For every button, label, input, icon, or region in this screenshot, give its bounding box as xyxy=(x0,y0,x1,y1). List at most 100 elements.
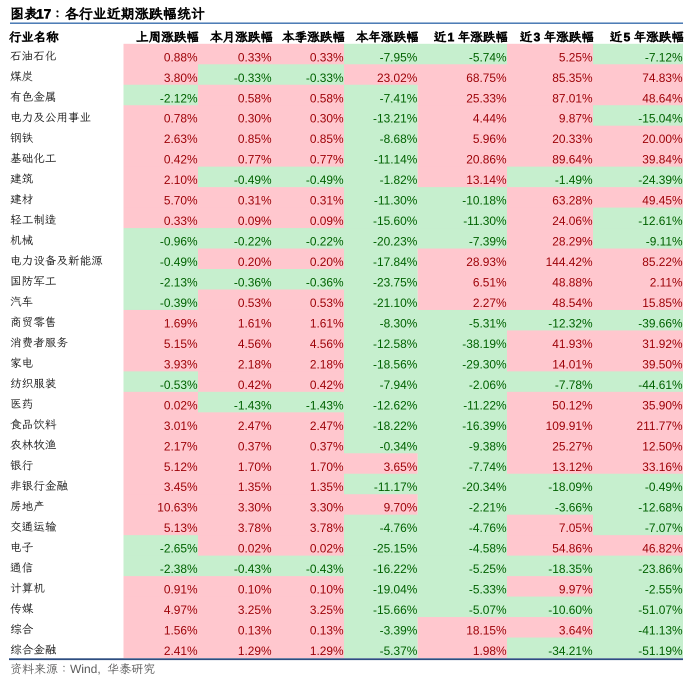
svg-text:-0.33%: -0.33% xyxy=(234,71,272,85)
svg-text:-20.23%: -20.23% xyxy=(373,235,418,249)
svg-text:-15.66%: -15.66% xyxy=(373,603,418,617)
svg-text:5.12%: 5.12% xyxy=(164,460,198,474)
svg-text:0.85%: 0.85% xyxy=(238,132,272,146)
svg-text:-2.65%: -2.65% xyxy=(160,542,198,556)
svg-text:109.91%: 109.91% xyxy=(546,419,593,433)
svg-text:1.69%: 1.69% xyxy=(164,316,198,330)
svg-text:0.37%: 0.37% xyxy=(238,439,272,453)
svg-text:3.78%: 3.78% xyxy=(238,521,272,535)
svg-text:4.44%: 4.44% xyxy=(473,112,507,126)
svg-text:14.01%: 14.01% xyxy=(552,357,593,371)
svg-text:74.83%: 74.83% xyxy=(642,71,683,85)
svg-text:1.98%: 1.98% xyxy=(473,644,507,658)
svg-text:3.65%: 3.65% xyxy=(384,460,418,474)
svg-text:-9.38%: -9.38% xyxy=(469,439,507,453)
svg-text:1.61%: 1.61% xyxy=(238,316,272,330)
svg-text:-15.60%: -15.60% xyxy=(373,214,418,228)
svg-text:1.35%: 1.35% xyxy=(238,480,272,494)
svg-text:39.50%: 39.50% xyxy=(642,357,683,371)
svg-text:0.09%: 0.09% xyxy=(238,214,272,228)
svg-text:3.30%: 3.30% xyxy=(238,501,272,515)
svg-text:48.88%: 48.88% xyxy=(552,276,593,290)
svg-text:-12.61%: -12.61% xyxy=(638,214,683,228)
svg-text:0.77%: 0.77% xyxy=(238,153,272,167)
svg-text:144.42%: 144.42% xyxy=(546,255,593,269)
svg-text:4.56%: 4.56% xyxy=(238,337,272,351)
svg-text:-18.35%: -18.35% xyxy=(548,562,593,576)
svg-text:48.54%: 48.54% xyxy=(552,296,593,310)
svg-text:9.87%: 9.87% xyxy=(559,112,593,126)
svg-text:5.96%: 5.96% xyxy=(473,132,507,146)
svg-text:33.16%: 33.16% xyxy=(642,460,683,474)
svg-text:20.00%: 20.00% xyxy=(642,132,683,146)
svg-text:-5.25%: -5.25% xyxy=(469,562,507,576)
svg-text:-11.30%: -11.30% xyxy=(463,214,507,228)
svg-text:-5.37%: -5.37% xyxy=(380,644,418,658)
svg-text:0.58%: 0.58% xyxy=(310,91,344,105)
svg-text:-5.33%: -5.33% xyxy=(469,583,507,597)
svg-text:41.93%: 41.93% xyxy=(552,337,593,351)
svg-text:2.18%: 2.18% xyxy=(310,357,344,371)
svg-text:24.06%: 24.06% xyxy=(552,214,593,228)
svg-text:4.97%: 4.97% xyxy=(164,603,198,617)
svg-text:-11.14%: -11.14% xyxy=(374,153,418,167)
svg-text:-24.39%: -24.39% xyxy=(638,173,683,187)
svg-text:9.70%: 9.70% xyxy=(384,501,418,515)
svg-text:13.14%: 13.14% xyxy=(466,173,507,187)
svg-text:-29.30%: -29.30% xyxy=(462,357,507,371)
svg-text:-0.49%: -0.49% xyxy=(306,173,344,187)
svg-text:-1.43%: -1.43% xyxy=(306,398,344,412)
svg-text:-7.39%: -7.39% xyxy=(469,235,507,249)
svg-text:-4.76%: -4.76% xyxy=(380,521,418,535)
svg-text:0.88%: 0.88% xyxy=(164,50,198,64)
svg-text:0.37%: 0.37% xyxy=(310,439,344,453)
svg-text:20.86%: 20.86% xyxy=(466,153,507,167)
svg-text:3.93%: 3.93% xyxy=(164,357,198,371)
svg-text:0.91%: 0.91% xyxy=(164,583,198,597)
svg-text:-16.39%: -16.39% xyxy=(462,419,507,433)
svg-text:68.75%: 68.75% xyxy=(466,71,507,85)
svg-text:1.29%: 1.29% xyxy=(238,644,272,658)
svg-text:-23.75%: -23.75% xyxy=(373,276,418,290)
svg-text:-4.58%: -4.58% xyxy=(469,542,507,556)
svg-text:-2.13%: -2.13% xyxy=(160,276,198,290)
svg-text:-41.13%: -41.13% xyxy=(638,624,683,638)
svg-text:-11.17%: -11.17% xyxy=(374,480,418,494)
svg-text:5.25%: 5.25% xyxy=(559,50,593,64)
svg-text:-0.49%: -0.49% xyxy=(645,480,683,494)
svg-text:0.31%: 0.31% xyxy=(310,194,344,208)
svg-text:25.27%: 25.27% xyxy=(552,439,593,453)
svg-text:2.18%: 2.18% xyxy=(238,357,272,371)
svg-text:0.33%: 0.33% xyxy=(164,214,198,228)
svg-text:-25.15%: -25.15% xyxy=(373,542,418,556)
svg-text:-13.21%: -13.21% xyxy=(373,112,418,126)
svg-text:1.56%: 1.56% xyxy=(164,624,198,638)
svg-text:0.53%: 0.53% xyxy=(238,296,272,310)
svg-text:-44.61%: -44.61% xyxy=(638,378,683,392)
svg-text:-7.07%: -7.07% xyxy=(645,521,683,535)
svg-text:7.05%: 7.05% xyxy=(559,521,593,535)
svg-text:13.12%: 13.12% xyxy=(552,460,593,474)
svg-text:-21.10%: -21.10% xyxy=(373,296,418,310)
svg-text:1.70%: 1.70% xyxy=(310,460,344,474)
svg-text:1.70%: 1.70% xyxy=(238,460,272,474)
svg-text:-51.19%: -51.19% xyxy=(638,644,683,658)
svg-text:49.45%: 49.45% xyxy=(642,194,683,208)
svg-text:2.63%: 2.63% xyxy=(164,132,198,146)
svg-text:-38.19%: -38.19% xyxy=(462,337,507,351)
svg-text:28.93%: 28.93% xyxy=(466,255,507,269)
svg-text:2.47%: 2.47% xyxy=(238,419,272,433)
svg-text:0.10%: 0.10% xyxy=(238,583,272,597)
svg-text:-0.49%: -0.49% xyxy=(160,255,198,269)
svg-text:5.15%: 5.15% xyxy=(164,337,198,351)
svg-text:18.15%: 18.15% xyxy=(466,624,507,638)
svg-text:-2.06%: -2.06% xyxy=(469,378,507,392)
svg-text:211.77%: 211.77% xyxy=(637,419,683,433)
svg-text:-2.12%: -2.12% xyxy=(160,91,198,105)
svg-text:0.33%: 0.33% xyxy=(310,50,344,64)
svg-text:0.42%: 0.42% xyxy=(164,153,198,167)
svg-text:-18.56%: -18.56% xyxy=(373,357,418,371)
svg-text:35.90%: 35.90% xyxy=(642,398,683,412)
svg-text:-3.39%: -3.39% xyxy=(380,624,418,638)
svg-text:87.01%: 87.01% xyxy=(552,91,593,105)
